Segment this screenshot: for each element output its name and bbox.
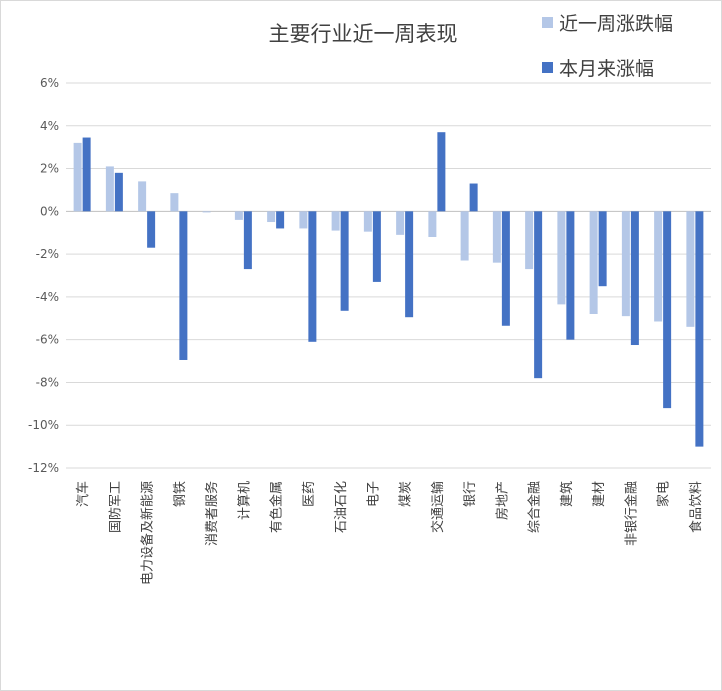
bar-monthly-18 (663, 211, 672, 409)
y-tick-label: 2% (40, 162, 59, 176)
legend-swatch-weekly (542, 17, 553, 28)
y-axis-tick-labels: 6% 4% 2% 0% -2% -4% -6% -8% -10% -12% (28, 76, 59, 475)
bar-weekly-2 (138, 181, 147, 212)
x-category-label: 综合金融 (527, 481, 543, 533)
x-category-label: 家电 (656, 481, 672, 507)
legend-label-weekly: 近一周涨跌幅 (559, 13, 673, 35)
bar-weekly-19 (686, 211, 695, 327)
x-axis-category-labels: 汽车 国防军工 电力设备及新能源 钢铁 消费者服务 计算机 有色金属 医药 石油石化 电子 煤炭 交通… (75, 481, 704, 585)
x-category-label: 银行 (463, 481, 478, 507)
x-category-label: 房地产 (494, 481, 510, 520)
x-category-label: 食品饮料 (688, 481, 704, 533)
bar-monthly-16 (598, 211, 607, 287)
x-category-label: 电力设备及新能源 (140, 481, 156, 585)
bar-weekly-13 (492, 211, 501, 263)
y-tick-label: 6% (40, 76, 59, 90)
bar-weekly-17 (621, 211, 630, 317)
bar-weekly-10 (396, 211, 405, 235)
y-tick-label: -2% (36, 247, 59, 261)
bar-weekly-9 (363, 211, 372, 232)
bar-weekly-8 (331, 211, 340, 231)
x-category-label: 钢铁 (173, 481, 188, 507)
x-category-label: 有色金属 (269, 481, 285, 533)
bar-weekly-14 (525, 211, 534, 270)
x-category-label: 计算机 (237, 481, 252, 520)
bar-weekly-15 (557, 211, 566, 305)
bar-monthly-12 (469, 183, 478, 212)
bar-monthly-13 (501, 211, 510, 326)
bar-monthly-7 (308, 211, 317, 342)
bar-weekly-16 (589, 211, 598, 314)
bar-weekly-6 (267, 211, 276, 223)
x-category-label: 建筑 (559, 481, 575, 507)
y-tick-label: -10% (28, 418, 59, 432)
bar-weekly-12 (460, 211, 469, 261)
y-tick-label: -12% (28, 461, 59, 475)
x-category-label: 建材 (592, 481, 607, 507)
bar-weekly-7 (299, 211, 308, 229)
bar-weekly-18 (654, 211, 663, 322)
x-category-label: 国防军工 (107, 481, 123, 533)
bar-monthly-1 (114, 172, 123, 212)
bar-monthly-3 (179, 211, 188, 360)
bar-monthly-2 (147, 211, 156, 248)
legend-label-monthly: 本月来涨幅 (559, 58, 654, 80)
bar-weekly-1 (105, 166, 114, 212)
bar-weekly-11 (428, 211, 437, 237)
bar-monthly-6 (276, 211, 285, 229)
bar-weekly-3 (170, 193, 179, 212)
bar-monthly-17 (630, 211, 639, 346)
x-category-label: 煤炭 (399, 481, 414, 507)
x-category-label: 石油石化 (334, 481, 349, 533)
bar-monthly-9 (372, 211, 381, 282)
grid-lines (66, 82, 711, 469)
bar-monthly-19 (695, 211, 704, 447)
bar-weekly-5 (234, 211, 243, 220)
bar-monthly-0 (82, 137, 91, 212)
x-category-label: 医药 (302, 481, 317, 507)
chart-title: 主要行业近一周表现 (269, 22, 458, 46)
bar-monthly-5 (243, 211, 252, 270)
legend-swatch-monthly (542, 62, 553, 73)
x-category-label: 非银行金融 (623, 481, 639, 546)
bar-weekly-4 (202, 211, 211, 213)
bar-monthly-14 (534, 211, 543, 379)
x-category-label: 汽车 (75, 481, 91, 507)
bars (73, 132, 704, 447)
bar-monthly-15 (566, 211, 575, 340)
x-category-label: 交通运输 (430, 481, 446, 533)
bar-monthly-11 (437, 132, 446, 212)
x-category-label: 电子 (366, 481, 381, 507)
legend: 近一周涨跌幅 本月来涨幅 (542, 13, 673, 80)
bar-weekly-0 (73, 142, 82, 212)
y-tick-label: -4% (36, 290, 59, 304)
x-category-label: 消费者服务 (204, 481, 220, 546)
bar-monthly-10 (405, 211, 414, 318)
y-tick-label: 0% (40, 204, 59, 218)
y-tick-label: 4% (40, 119, 59, 133)
y-tick-label: -6% (36, 333, 59, 347)
y-tick-label: -8% (36, 375, 59, 389)
bar-monthly-8 (340, 211, 349, 311)
